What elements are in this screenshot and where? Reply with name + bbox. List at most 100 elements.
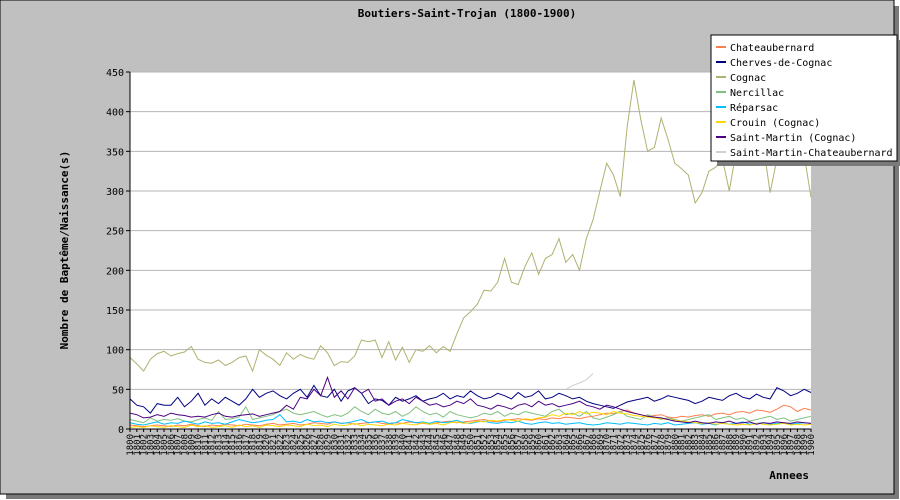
- plot-area: [130, 72, 811, 429]
- x-tick-label: 1845: [432, 434, 442, 456]
- series-lines: [129, 79, 812, 428]
- legend-entry: Saint-Martin-Chateaubernard: [730, 148, 893, 159]
- x-tick-label: 1847: [446, 434, 456, 456]
- series-line-2: [129, 79, 812, 373]
- x-tick-label: 1887: [718, 434, 728, 456]
- x-tick-label: 1804: [153, 434, 163, 456]
- x-tick-label: 1885: [705, 434, 715, 456]
- x-tick-label: 1882: [684, 434, 694, 456]
- x-tick-label: 1801: [133, 434, 143, 456]
- x-tick-label: 1889: [732, 434, 742, 456]
- x-tick-label: 1870: [603, 434, 613, 456]
- x-tick-label: 1829: [323, 434, 333, 456]
- x-tick-label: 1822: [276, 434, 286, 456]
- x-tick-label: 1810: [194, 434, 204, 456]
- x-tick-label: 1814: [221, 434, 231, 456]
- x-tick-label: 1830: [330, 434, 340, 456]
- x-tick-label: 1828: [317, 434, 327, 456]
- y-tick-label: 200: [106, 266, 124, 277]
- y-tick-label: 300: [106, 187, 124, 198]
- x-tick-label: 1878: [657, 434, 667, 456]
- y-tick-label: 350: [106, 147, 124, 158]
- x-tick-label: 1841: [405, 434, 415, 456]
- x-tick-label: 1815: [228, 434, 238, 456]
- series-line-1: [129, 384, 812, 414]
- x-tick-label: 1860: [535, 434, 545, 456]
- x-tick-label: 1848: [453, 434, 463, 456]
- legend-entry: Saint-Martin (Cognac): [730, 133, 856, 144]
- legend-entry: Crouin (Cognac): [730, 118, 820, 129]
- x-tick-label: 1813: [215, 434, 225, 456]
- x-tick-label: 1821: [269, 434, 279, 456]
- x-tick-label: 1866: [575, 434, 585, 456]
- x-tick-label: 1877: [650, 434, 660, 456]
- x-tick-label: 1894: [766, 434, 776, 456]
- legend: Chateaubernard Cherves-de-Cognac Cognac Ner…: [716, 43, 893, 159]
- x-tick-label: 1805: [160, 434, 170, 456]
- y-axis-ticks: 0 50 100 150 200 250 300 350 400 450: [106, 68, 130, 436]
- legend-entry: Réparsac: [730, 102, 778, 114]
- x-axis-label: Annees: [769, 469, 809, 482]
- x-tick-label: 1808: [180, 434, 190, 456]
- x-tick-label: 1809: [187, 434, 197, 456]
- x-tick-label: 1831: [337, 434, 347, 456]
- x-tick-label: 1886: [712, 434, 722, 456]
- x-tick-label: 1812: [208, 434, 218, 456]
- y-tick-label: 400: [106, 108, 124, 119]
- x-tick-label: 1872: [616, 434, 626, 456]
- x-tick-label: 1876: [644, 434, 654, 456]
- x-axis-ticks: 1800180118021803180418051806180718081809…: [126, 429, 817, 456]
- y-axis-label: Nombre de Baptême/Naissance(s): [58, 151, 71, 350]
- series-line-6: [129, 375, 812, 425]
- x-tick-label: 1884: [698, 434, 708, 456]
- x-tick-label: 1806: [167, 434, 177, 456]
- x-tick-label: 1827: [310, 434, 320, 456]
- x-tick-label: 1863: [555, 434, 565, 456]
- x-tick-label: 1802: [140, 434, 150, 456]
- x-tick-label: 1899: [800, 434, 810, 456]
- x-tick-label: 1891: [746, 434, 756, 456]
- x-tick-label: 1823: [283, 434, 293, 456]
- x-tick-label: 1895: [773, 434, 783, 456]
- x-tick-label: 1846: [439, 434, 449, 456]
- x-tick-label: 1859: [528, 434, 538, 456]
- x-tick-label: 1839: [392, 434, 402, 456]
- x-tick-label: 1826: [303, 434, 313, 456]
- x-tick-label: 1824: [289, 434, 299, 456]
- x-tick-label: 1883: [691, 434, 701, 456]
- x-tick-label: 1832: [344, 434, 354, 456]
- y-tick-label: 50: [112, 385, 124, 396]
- x-tick-label: 1835: [364, 434, 374, 456]
- series-line-3: [129, 405, 812, 424]
- y-tick-label: 0: [118, 425, 124, 436]
- x-tick-label: 1880: [671, 434, 681, 456]
- series-line-7: [565, 373, 594, 390]
- x-tick-label: 1820: [262, 434, 272, 456]
- x-tick-label: 1873: [623, 434, 633, 456]
- legend-entry: Nercillac: [730, 88, 784, 99]
- x-tick-label: 1864: [562, 434, 572, 456]
- x-tick-label: 1854: [494, 434, 504, 456]
- x-tick-label: 1833: [351, 434, 361, 456]
- x-tick-label: 1890: [739, 434, 749, 456]
- series-line-0: [129, 404, 812, 428]
- x-tick-label: 1855: [501, 434, 511, 456]
- y-tick-label: 150: [106, 306, 124, 317]
- x-tick-label: 1898: [793, 434, 803, 456]
- x-tick-label: 1837: [378, 434, 388, 456]
- x-tick-label: 1871: [610, 434, 620, 456]
- x-tick-label: 1850: [467, 434, 477, 456]
- x-tick-label: 1865: [569, 434, 579, 456]
- x-tick-label: 1819: [255, 434, 265, 456]
- x-tick-label: 1834: [358, 434, 368, 456]
- x-tick-label: 1844: [426, 434, 436, 456]
- x-tick-label: 1825: [296, 434, 306, 456]
- x-tick-label: 1853: [487, 434, 497, 456]
- x-tick-label: 1897: [787, 434, 797, 456]
- legend-box: [710, 34, 898, 162]
- x-tick-label: 1861: [541, 434, 551, 456]
- x-tick-label: 1858: [521, 434, 531, 456]
- x-tick-label: 1852: [480, 434, 490, 456]
- x-tick-label: 1840: [398, 434, 408, 456]
